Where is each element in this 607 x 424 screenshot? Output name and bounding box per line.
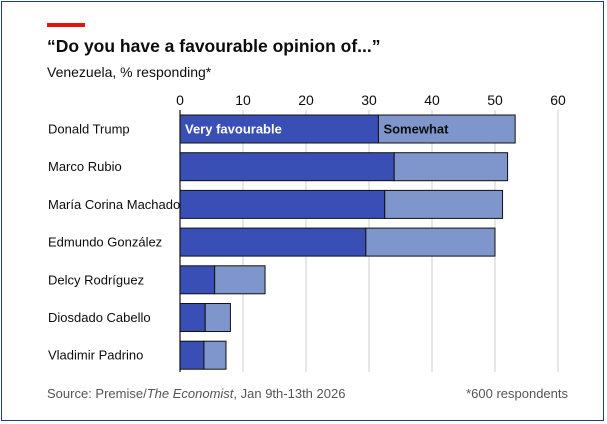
category-label: Diosdado Cabello [48,310,151,325]
bar-very-favourable [179,303,206,332]
source-note: Source: Premise/The Economist, Jan 9th-1… [47,386,345,401]
bar-somewhat [393,152,509,182]
bar-somewhat [384,189,504,219]
category-label: Marco Rubio [48,159,122,174]
x-tick-label: 20 [298,92,314,108]
category-label: Vladimir Padrino [48,348,143,363]
source-dates: , Jan 9th-13th 2026 [233,386,346,401]
bar-very-favourable [179,189,386,219]
bar-somewhat [203,340,227,370]
source-prefix: Source: Premise/ [47,386,147,401]
x-tick-label: 40 [424,92,440,108]
bar-somewhat [204,303,231,332]
chart-subtitle: Venezuela, % responding* [47,64,212,80]
chart-title: “Do you have a favourable opinion of...” [47,36,381,56]
brand-accent-bar [47,23,85,27]
x-tick-label: 0 [176,92,184,108]
bar-somewhat [214,265,266,295]
category-label: Delcy Rodríguez [48,272,144,287]
x-tick-label: 30 [361,92,377,108]
bar-somewhat [365,227,496,257]
x-tick-label: 50 [487,92,503,108]
bar-very-favourable [179,152,395,182]
bar-somewhat [377,114,516,144]
x-tick-label: 60 [550,92,566,108]
source-publication: The Economist [146,386,234,401]
series-label-very-favourable: Very favourable [185,122,282,137]
category-label: Edmundo González [48,235,162,250]
category-label: María Corina Machado [48,197,180,212]
series-label-somewhat: Somewhat [383,122,449,137]
respondents-footnote: *600 respondents [466,386,568,401]
x-tick-label: 10 [235,92,251,108]
bar-very-favourable [179,227,367,257]
bar-very-favourable [179,265,216,295]
bar-very-favourable [179,340,205,370]
category-label: Donald Trump [48,122,130,137]
